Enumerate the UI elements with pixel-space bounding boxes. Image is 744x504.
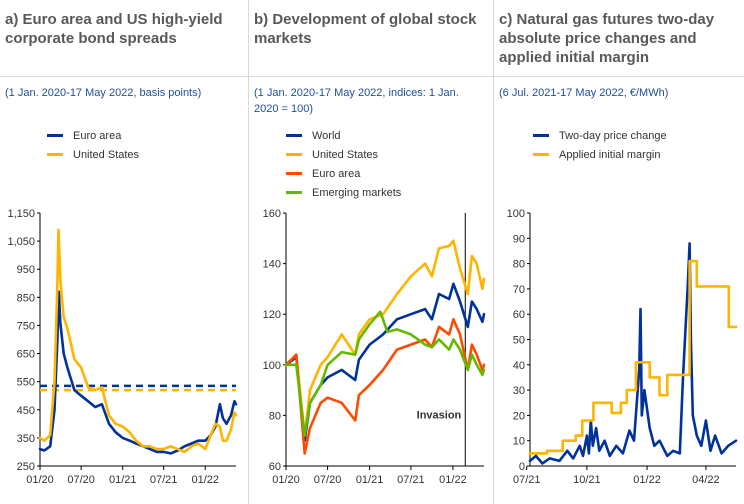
panel-b-series-line-4 bbox=[284, 310, 486, 437]
panel-b-legend: World United States Euro area Emerging m… bbox=[286, 126, 401, 202]
legend-label: Emerging markets bbox=[312, 186, 402, 199]
panel-a-y-tick-label: 650 bbox=[17, 349, 35, 361]
panel-b-annotation-label: Invasion bbox=[417, 409, 462, 421]
panel-c-x-tick-label: 04/22 bbox=[692, 474, 720, 486]
panel-a-y-tick-label: 850 bbox=[17, 292, 35, 304]
legend-item-applied-initial-margin: Applied initial margin bbox=[533, 145, 667, 164]
panel-c-y-tick-label: 100 bbox=[507, 208, 525, 220]
legend-swatch bbox=[286, 153, 302, 156]
panel-c-y-tick-label: 20 bbox=[513, 410, 525, 422]
legend-swatch bbox=[47, 134, 63, 137]
panel-a-x-tick-label: 07/21 bbox=[150, 474, 178, 486]
panel-b-y-tick-label: 120 bbox=[263, 309, 281, 321]
panel-b-y-tick-label: 80 bbox=[269, 410, 281, 422]
panel-a-series-line-1 bbox=[38, 290, 238, 455]
panel-a-y-tick-label: 750 bbox=[17, 320, 35, 332]
panel-a-x-tick-label: 01/21 bbox=[109, 474, 137, 486]
panel-c-subtitle: (6 Jul. 2021-17 May 2022, €/MWh) bbox=[499, 87, 669, 99]
panel-c-y-tick-label: 90 bbox=[513, 233, 525, 245]
panel-c-y-tick-label: 50 bbox=[513, 335, 525, 347]
panel-divider-1 bbox=[248, 0, 249, 504]
panel-c-series-line-1 bbox=[528, 242, 738, 465]
legend-swatch bbox=[286, 134, 302, 137]
legend-swatch bbox=[286, 191, 302, 194]
legend-item-two-day-price-change: Two-day price change bbox=[533, 126, 667, 145]
panel-c-y-tick-label: 40 bbox=[513, 360, 525, 372]
panel-b-y-tick-label: 160 bbox=[263, 208, 281, 220]
panel-a-subtitle: (1 Jan. 2020-17 May 2022, basis points) bbox=[5, 87, 202, 99]
panel-a-y-tick-label: 450 bbox=[17, 405, 35, 417]
legend-swatch bbox=[47, 153, 63, 156]
panel-b-subtitle: (1 Jan. 2020-17 May 2022, indices: 1 Jan… bbox=[254, 87, 459, 115]
legend-item-euro-area: Euro area bbox=[47, 126, 139, 145]
legend-label: Applied initial margin bbox=[559, 148, 661, 161]
panel-c-legend: Two-day price change Applied initial mar… bbox=[533, 126, 667, 164]
panel-a-y-tick-label: 350 bbox=[17, 433, 35, 445]
panel-b-title: b) Development of global stock markets bbox=[254, 11, 477, 47]
panel-b-y-tick-label: 100 bbox=[263, 360, 281, 372]
panel-b-x-tick-label: 07/21 bbox=[397, 474, 425, 486]
panel-a-y-tick-label: 250 bbox=[17, 461, 35, 473]
legend-item-emerging-markets: Emerging markets bbox=[286, 183, 401, 202]
legend-item-euro-area: Euro area bbox=[286, 164, 401, 183]
panel-a-series-line-2 bbox=[38, 228, 238, 454]
panel-b-y-tick-label: 60 bbox=[269, 461, 281, 473]
panel-c-y-tick-label: 10 bbox=[513, 436, 525, 448]
panel-b-x-tick-label: 01/20 bbox=[272, 474, 300, 486]
panel-a-x-tick-label: 01/22 bbox=[191, 474, 219, 486]
panel-a-y-tick-label: 1,050 bbox=[7, 236, 35, 248]
legend-label: United States bbox=[312, 148, 379, 161]
panel-c-series-line-2 bbox=[528, 259, 738, 455]
panel-a-y-tick-label: 550 bbox=[17, 377, 35, 389]
panel-a-x-tick-label: 07/20 bbox=[67, 474, 95, 486]
legend-label: World bbox=[312, 129, 341, 142]
panel-b-x-tick-label: 01/22 bbox=[439, 474, 467, 486]
legend-item-united-states: United States bbox=[286, 145, 401, 164]
panel-b-x-tick-label: 01/21 bbox=[356, 474, 384, 486]
legend-label: Euro area bbox=[312, 167, 361, 180]
header-divider bbox=[0, 76, 744, 77]
panel-c-y-tick-label: 80 bbox=[513, 259, 525, 271]
panel-c-x-tick-label: 10/21 bbox=[573, 474, 601, 486]
panel-b-series-line-2 bbox=[284, 239, 486, 437]
legend-swatch bbox=[533, 153, 549, 156]
legend-item-world: World bbox=[286, 126, 401, 145]
legend-item-united-states: United States bbox=[47, 145, 139, 164]
panel-a-title: a) Euro area and US high-yield corporate… bbox=[5, 11, 223, 47]
panel-a-y-tick-label: 950 bbox=[17, 264, 35, 276]
legend-label: Euro area bbox=[73, 129, 122, 142]
panel-a-y-tick-label: 1,150 bbox=[7, 208, 35, 220]
legend-label: Two-day price change bbox=[559, 129, 667, 142]
legend-swatch bbox=[533, 134, 549, 137]
legend-label: United States bbox=[73, 148, 140, 161]
panel-divider-2 bbox=[493, 0, 494, 504]
panel-c-y-tick-label: 0 bbox=[519, 461, 525, 473]
panel-c-x-tick-label: 01/22 bbox=[633, 474, 661, 486]
panel-a-legend: Euro area United States bbox=[47, 126, 139, 164]
panel-b-y-tick-label: 140 bbox=[263, 259, 281, 271]
panel-c-y-tick-label: 70 bbox=[513, 284, 525, 296]
panel-b-x-tick-label: 07/20 bbox=[314, 474, 342, 486]
panel-c-y-tick-label: 30 bbox=[513, 385, 525, 397]
panel-a-x-tick-label: 01/20 bbox=[26, 474, 54, 486]
panel-c-y-tick-label: 60 bbox=[513, 309, 525, 321]
panel-c-x-tick-label: 07/21 bbox=[513, 474, 541, 486]
legend-swatch bbox=[286, 172, 302, 175]
panel-c-title: c) Natural gas futures two-day absolute … bbox=[499, 11, 715, 66]
